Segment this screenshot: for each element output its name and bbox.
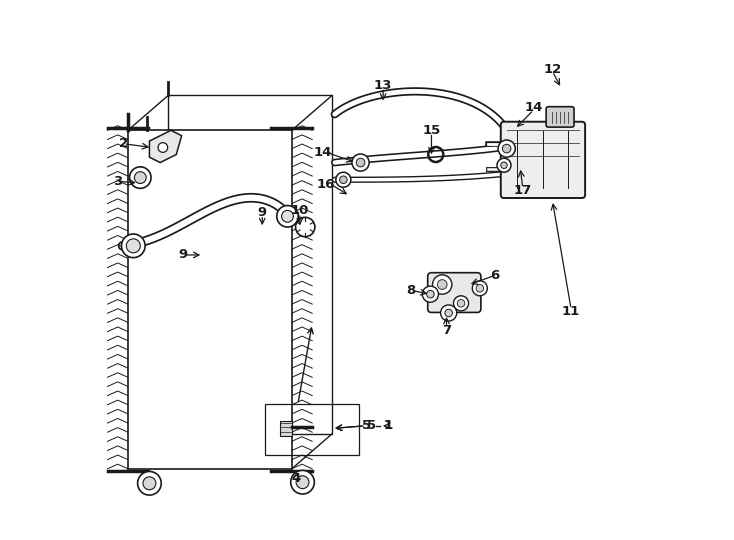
Text: 14: 14	[524, 101, 542, 114]
Circle shape	[498, 140, 515, 157]
Text: 14: 14	[313, 146, 332, 159]
Text: 11: 11	[562, 305, 581, 318]
Circle shape	[440, 305, 457, 321]
Circle shape	[502, 144, 511, 153]
FancyBboxPatch shape	[428, 273, 481, 313]
Text: 16: 16	[316, 178, 335, 191]
Circle shape	[352, 154, 369, 171]
Polygon shape	[150, 130, 181, 163]
Circle shape	[454, 296, 468, 311]
Circle shape	[437, 280, 447, 289]
Text: 15: 15	[422, 124, 440, 137]
Circle shape	[143, 477, 156, 490]
Text: 1: 1	[383, 419, 392, 433]
Circle shape	[122, 234, 145, 258]
Circle shape	[158, 143, 167, 152]
Text: 9: 9	[178, 248, 187, 261]
Circle shape	[134, 172, 146, 184]
Circle shape	[336, 172, 351, 187]
Circle shape	[277, 206, 298, 227]
Circle shape	[426, 291, 434, 298]
Circle shape	[126, 239, 140, 253]
Bar	[280, 421, 292, 436]
Circle shape	[129, 167, 151, 188]
FancyBboxPatch shape	[546, 107, 574, 127]
Circle shape	[282, 211, 294, 222]
Text: 2: 2	[119, 137, 128, 150]
Circle shape	[476, 285, 484, 292]
Circle shape	[432, 275, 452, 294]
Text: 5: 5	[367, 419, 376, 433]
Text: 3: 3	[113, 175, 123, 188]
Text: 10: 10	[291, 204, 309, 218]
Circle shape	[422, 286, 438, 302]
Circle shape	[501, 162, 507, 168]
Circle shape	[472, 281, 487, 296]
Text: 9: 9	[258, 206, 266, 219]
Circle shape	[137, 471, 161, 495]
Text: 12: 12	[543, 63, 562, 76]
Text: 7: 7	[442, 323, 451, 337]
Polygon shape	[128, 130, 292, 469]
Circle shape	[296, 476, 309, 489]
Circle shape	[356, 158, 365, 167]
Text: 5: 5	[362, 419, 371, 433]
Bar	[265, 404, 359, 455]
Circle shape	[497, 158, 511, 172]
Text: 4: 4	[292, 472, 301, 485]
Circle shape	[340, 176, 347, 184]
Circle shape	[296, 218, 315, 237]
Circle shape	[445, 309, 452, 317]
Text: 13: 13	[374, 79, 392, 92]
Text: 1: 1	[383, 419, 392, 433]
Text: 6: 6	[490, 269, 500, 282]
Text: 8: 8	[406, 284, 415, 297]
Circle shape	[291, 470, 314, 494]
FancyBboxPatch shape	[501, 122, 585, 198]
Text: 17: 17	[514, 184, 532, 197]
Circle shape	[457, 300, 465, 307]
